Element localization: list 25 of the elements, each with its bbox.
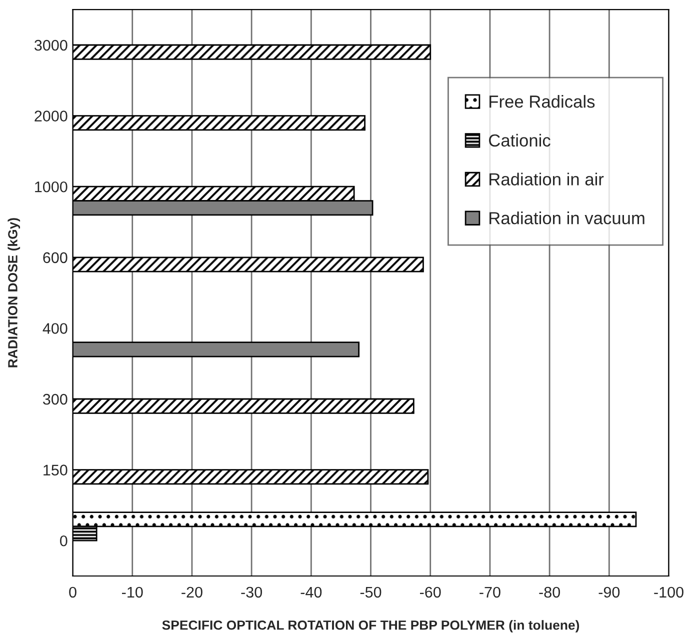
x-tick-label: -90 bbox=[598, 586, 620, 598]
legend-label: Cationic bbox=[489, 134, 550, 147]
legend-label: Free Radicals bbox=[490, 95, 595, 108]
x-tick-label: -40 bbox=[300, 586, 322, 598]
x-tick-label: -70 bbox=[480, 586, 500, 598]
x-tick-label: -10 bbox=[122, 586, 143, 598]
y-tick-label: 300 bbox=[43, 394, 68, 405]
x-tick-label: -30 bbox=[241, 586, 262, 598]
x-tick-label: -80 bbox=[539, 586, 560, 598]
x-tick-label: -60 bbox=[420, 586, 441, 598]
y-axis-title: RADIATION DOSE (kGy) bbox=[8, 218, 20, 368]
legend-label: Radiation in air bbox=[490, 172, 604, 186]
legend-label: Radiation in vacuum bbox=[490, 212, 644, 224]
y-tick-label: 600 bbox=[43, 252, 68, 264]
x-axis-title: SPECIFIC OPTICAL ROTATION OF THE PBP POLYMER (in toluene) bbox=[162, 620, 580, 632]
x-tick-label: -20 bbox=[182, 586, 202, 598]
x-tick-label: -50 bbox=[360, 586, 382, 598]
x-tick-label: -100 bbox=[654, 586, 684, 598]
y-tick-label: 0 bbox=[60, 535, 68, 546]
x-tick-label: 0 bbox=[69, 586, 76, 598]
y-tick-label: 150 bbox=[44, 464, 68, 476]
y-tick-label: 3000 bbox=[34, 40, 68, 51]
y-tick-label: 1000 bbox=[35, 181, 68, 192]
y-tick-label: 2000 bbox=[34, 110, 68, 122]
y-tick-label: 400 bbox=[42, 323, 68, 334]
